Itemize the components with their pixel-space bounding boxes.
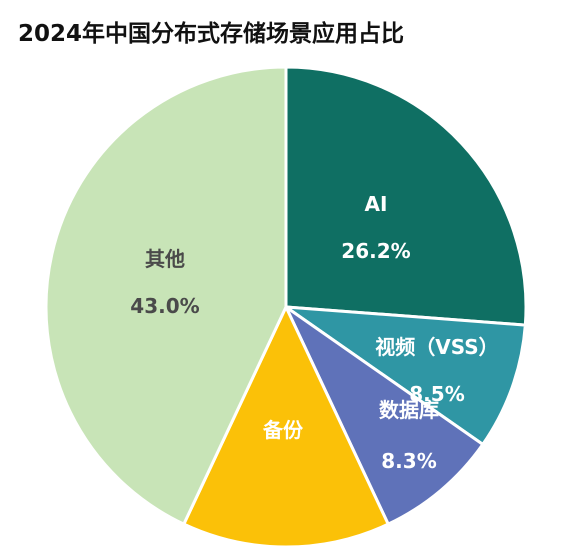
pie-slice-1 <box>284 305 527 446</box>
pie-slice-2 <box>284 305 485 526</box>
pie-slice-0 <box>284 65 528 327</box>
slice-value-label-1: 8.5% <box>409 382 464 406</box>
slice-label-0: AI <box>365 192 388 216</box>
slice-label-2: 数据库 <box>379 398 439 422</box>
slice-label-4: 其他 <box>145 247 185 271</box>
slice-value-label-4: 43.0% <box>130 294 199 318</box>
slice-value-label-0: 26.2% <box>341 239 410 263</box>
slice-label-3: 备份 <box>262 418 304 442</box>
slice-label-1: 视频（VSS） <box>375 335 498 359</box>
pie-slice-3 <box>182 305 390 549</box>
chart-title: 2024年中国分布式存储场景应用占比 <box>18 21 405 47</box>
slice-value-label-2: 8.3% <box>381 449 436 473</box>
pie-slice-4 <box>44 65 288 526</box>
